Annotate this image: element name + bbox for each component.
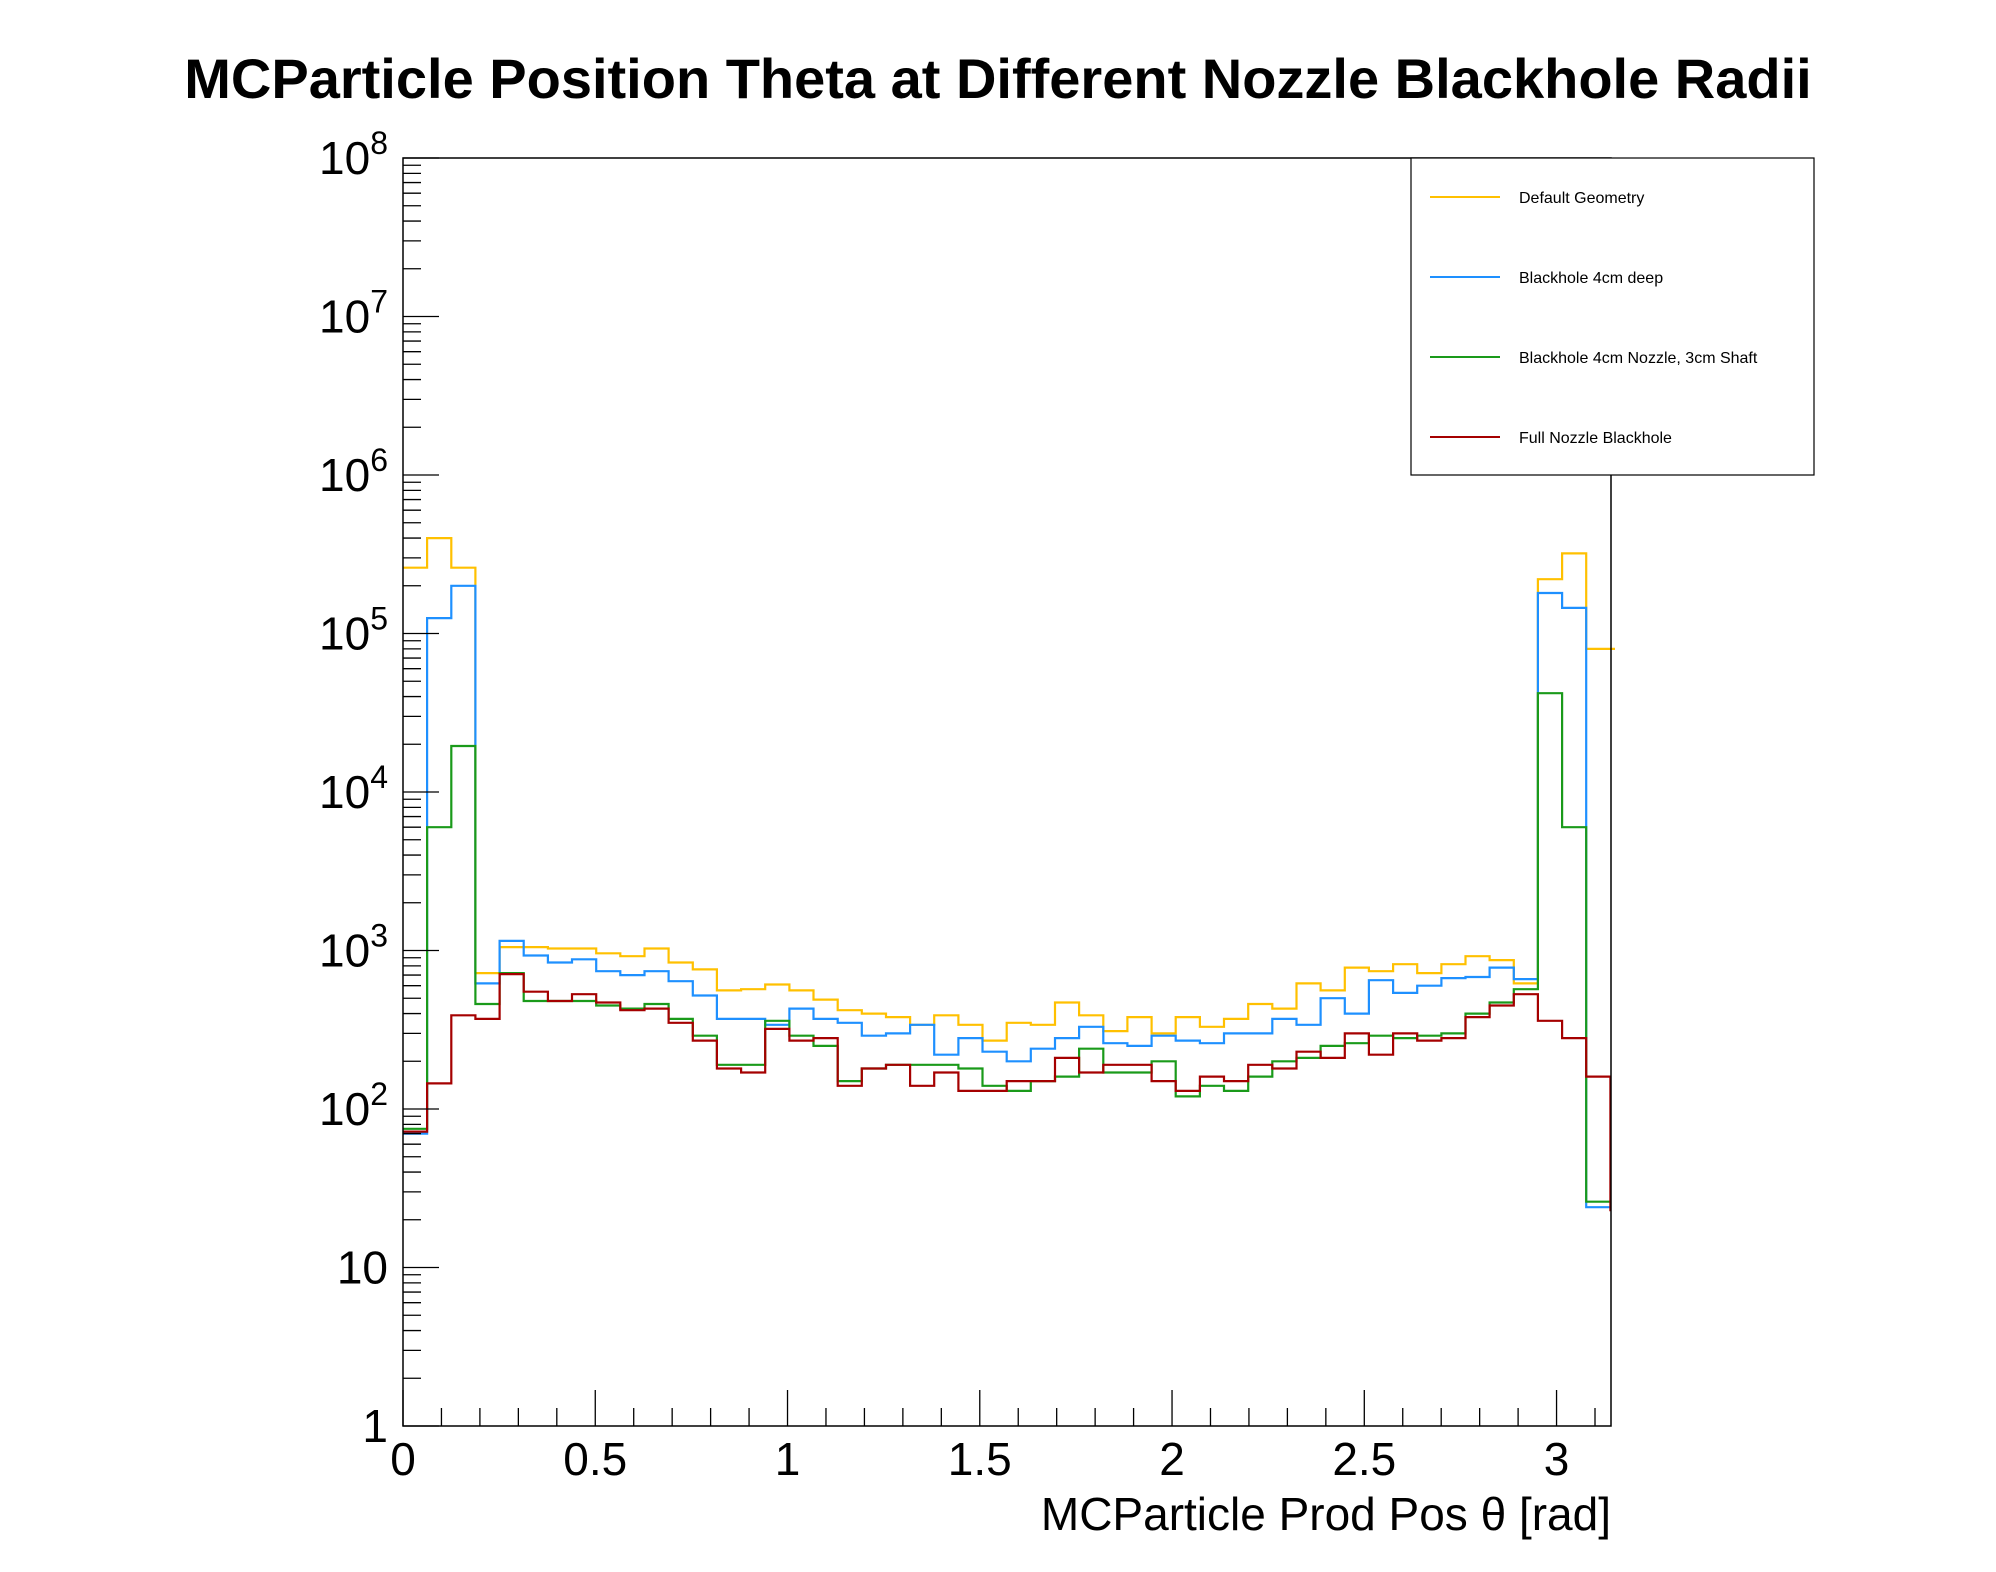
x-tick-label: 2 — [1159, 1433, 1185, 1485]
series-line-1 — [403, 537, 1615, 1042]
x-axis-ticks — [402, 1390, 1596, 1426]
y-axis-ticks — [403, 157, 439, 1427]
y-tick-label: 105 — [319, 601, 388, 660]
y-axis-tick-labels: 1 10 102 103 104 105 106 107 108 — [319, 125, 388, 1452]
legend-label: Blackhole 4cm Nozzle, 3cm Shaft — [1519, 350, 1758, 367]
y-tick-label: 1 — [362, 1400, 388, 1452]
x-tick-label: 0 — [390, 1433, 416, 1485]
x-axis-tick-labels: 0 0.5 1 1.5 2 2.5 3 — [390, 1433, 1569, 1485]
x-axis-title: MCParticle Prod Pos θ [rad] — [1041, 1488, 1611, 1540]
legend-items: Default Geometry Blackhole 4cm deep Blackh… — [1430, 190, 1758, 447]
y-tick-label: 10 — [337, 1242, 388, 1294]
y-tick-label: 107 — [319, 284, 388, 343]
x-tick-label: 0.5 — [563, 1433, 627, 1485]
y-tick-label: 103 — [319, 918, 388, 977]
legend-label: Blackhole 4cm deep — [1519, 270, 1663, 287]
series-layer — [403, 537, 1615, 1212]
legend: Default Geometry Blackhole 4cm deep Blackh… — [1410, 157, 1815, 476]
legend-box — [1410, 157, 1815, 476]
x-tick-label: 2.5 — [1332, 1433, 1396, 1485]
legend-label: Full Nozzle Blackhole — [1519, 430, 1672, 447]
x-tick-label: 3 — [1544, 1433, 1570, 1485]
y-tick-label: 104 — [319, 759, 388, 818]
y-tick-label: 106 — [319, 442, 388, 501]
y-tick-label: 102 — [319, 1076, 388, 1135]
x-tick-label: 1 — [775, 1433, 801, 1485]
y-tick-label: 108 — [319, 125, 388, 184]
chart-title: MCParticle Position Theta at Different N… — [184, 47, 1811, 110]
legend-label: Default Geometry — [1519, 190, 1644, 207]
series-line-4 — [403, 973, 1612, 1212]
x-tick-label: 1.5 — [948, 1433, 1012, 1485]
series-line-2 — [403, 584, 1611, 1209]
